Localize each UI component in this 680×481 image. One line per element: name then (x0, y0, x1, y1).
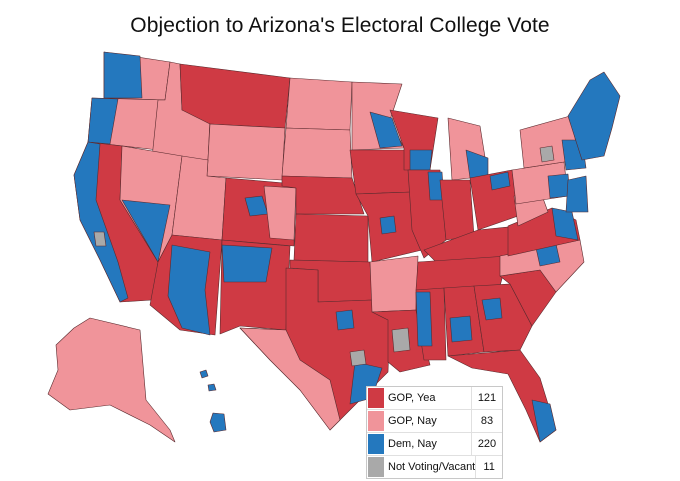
legend-row-gop-nay: GOP, Nay 83 (367, 410, 502, 433)
texas-vacant-district (349, 349, 367, 367)
georgia-atlanta-districts (481, 297, 503, 321)
alaska-state (47, 317, 176, 443)
north-dakota-state (285, 77, 353, 131)
legend-row-gop-yea: GOP, Yea 121 (367, 387, 502, 410)
map-title: Objection to Arizona's Electoral College… (130, 14, 550, 37)
legend-label: Dem, Nay (388, 438, 437, 450)
mississippi-dem-district (415, 291, 433, 347)
hawaii-island-2 (207, 383, 217, 392)
legend-swatch-gop-nay (368, 411, 384, 431)
missouri-city-districts (379, 215, 397, 235)
california-coast-districts (73, 141, 129, 303)
virginia-dem-districts (551, 207, 579, 241)
legend-label: GOP, Nay (388, 415, 437, 427)
wyoming-state (206, 123, 286, 181)
washington-west-districts (103, 51, 143, 99)
legend-swatch-gop-yea (368, 388, 384, 408)
california-vacant-district (93, 231, 107, 247)
legend-count: 220 (471, 433, 502, 455)
legend-swatch-not-voting (368, 457, 384, 477)
hawaii-island-1 (199, 369, 209, 379)
legend: GOP, Yea 121 GOP, Nay 83 Dem, Nay 220 No… (366, 386, 503, 479)
nevada-south-districts (121, 199, 171, 263)
arizona-democratic-districts (167, 244, 211, 336)
legend-row-dem-nay: Dem, Nay 220 (367, 433, 502, 456)
legend-row-not-voting: Not Voting/Vacant 11 (367, 456, 502, 478)
minnesota-east-districts (369, 111, 403, 149)
new-england-districts (567, 71, 621, 161)
indiana-state (439, 179, 475, 241)
hawaii-island-3 (209, 412, 227, 433)
kansas-state (293, 213, 369, 263)
new-york-vacant-district (539, 145, 555, 163)
legend-count: 11 (475, 456, 502, 478)
texas-dallas-districts (335, 309, 355, 331)
iowa-state (349, 149, 413, 195)
colorado-east-districts (263, 185, 297, 241)
arkansas-state (369, 255, 419, 313)
legend-count: 121 (471, 387, 502, 409)
new-mexico-north-district (221, 244, 273, 283)
alabama-dem-district (449, 315, 473, 343)
legend-swatch-dem-nay (368, 434, 384, 454)
legend-count: 83 (471, 410, 502, 432)
new-jersey-maryland-districts (565, 175, 589, 213)
wisconsin-dem-districts (409, 149, 433, 171)
legend-label: Not Voting/Vacant (388, 461, 476, 473)
louisiana-vacant-district (391, 327, 411, 353)
pennsylvania-east-districts (547, 173, 571, 199)
oregon-west-districts (87, 97, 119, 145)
ohio-dem-districts (489, 171, 511, 191)
south-dakota-state (281, 127, 353, 179)
texas-west-districts (239, 327, 341, 431)
florida-dem-districts (531, 399, 557, 443)
legend-label: GOP, Yea (388, 392, 436, 404)
